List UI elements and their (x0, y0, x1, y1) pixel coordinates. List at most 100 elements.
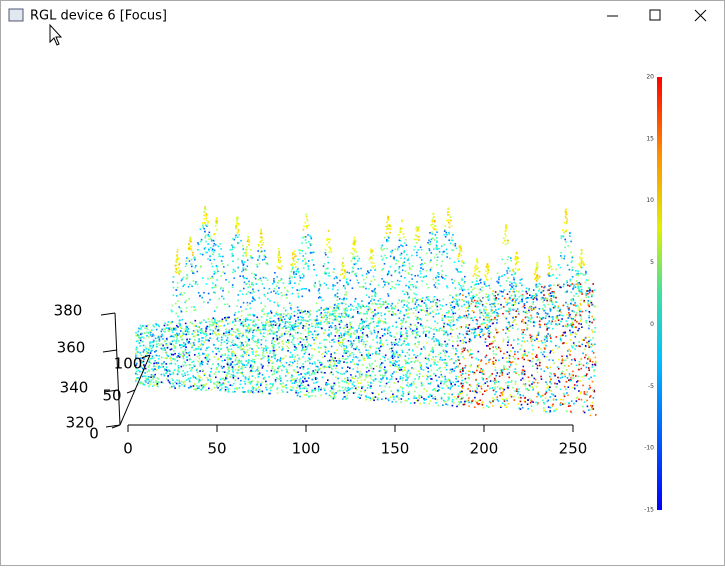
point (270, 323, 272, 325)
point (192, 254, 194, 256)
point (185, 260, 187, 262)
point (493, 363, 495, 365)
point (567, 394, 569, 396)
point (233, 331, 235, 333)
point (520, 401, 522, 403)
point (568, 405, 570, 407)
point (545, 411, 547, 413)
point (181, 280, 183, 282)
point (142, 336, 144, 338)
point (191, 286, 193, 288)
point (343, 348, 345, 350)
point (391, 342, 393, 344)
point (218, 298, 220, 300)
point (491, 319, 493, 321)
point (224, 380, 226, 382)
point (592, 283, 594, 285)
point (291, 269, 293, 271)
point (262, 242, 264, 244)
point (252, 361, 254, 363)
point (369, 399, 371, 401)
point (185, 365, 187, 367)
point (419, 336, 421, 338)
point (185, 349, 187, 351)
point (224, 353, 226, 355)
point (302, 237, 304, 239)
point (332, 311, 334, 313)
point (141, 383, 143, 385)
point (276, 335, 278, 337)
point (313, 269, 315, 271)
point (298, 290, 300, 292)
point (207, 377, 209, 379)
point (294, 324, 296, 326)
point (541, 297, 543, 299)
point (149, 370, 151, 372)
point (324, 321, 326, 323)
point (496, 382, 498, 384)
point (359, 360, 361, 362)
point (477, 365, 479, 367)
point (253, 320, 255, 322)
point (220, 344, 222, 346)
point (251, 368, 253, 370)
point (205, 383, 207, 385)
point (246, 278, 248, 280)
point (289, 302, 291, 304)
point (212, 287, 214, 289)
point (149, 365, 151, 367)
point (413, 383, 415, 385)
point (424, 388, 426, 390)
point (592, 366, 594, 368)
point (435, 344, 437, 346)
point (573, 342, 575, 344)
point (430, 301, 432, 303)
point (253, 336, 255, 338)
point (263, 378, 265, 380)
point (403, 314, 405, 316)
point (358, 325, 360, 327)
point (401, 398, 403, 400)
point (316, 370, 318, 372)
point (361, 323, 363, 325)
point (176, 254, 178, 256)
point (433, 311, 435, 313)
point (567, 377, 569, 379)
point (424, 348, 426, 350)
point (507, 341, 509, 343)
point (181, 384, 183, 386)
point (202, 344, 204, 346)
point (233, 377, 235, 379)
point (460, 401, 462, 403)
point (478, 326, 480, 328)
point (345, 398, 347, 400)
point (250, 256, 252, 258)
point (440, 343, 442, 345)
point (587, 302, 589, 304)
point (218, 351, 220, 353)
point (299, 388, 301, 390)
point (324, 356, 326, 358)
point (436, 303, 438, 305)
point (441, 314, 443, 316)
point (555, 320, 557, 322)
point (334, 304, 336, 306)
point (338, 316, 340, 318)
point (417, 341, 419, 343)
point (523, 379, 525, 381)
point (234, 314, 236, 316)
point (478, 383, 480, 385)
point (263, 326, 265, 328)
point (577, 396, 579, 398)
point (222, 263, 224, 265)
point (253, 291, 255, 293)
point (214, 292, 216, 294)
point (135, 332, 137, 334)
point (589, 292, 591, 294)
point (164, 347, 166, 349)
point (278, 293, 280, 295)
point (311, 374, 313, 376)
point (400, 386, 402, 388)
point (168, 380, 170, 382)
point (289, 365, 291, 367)
